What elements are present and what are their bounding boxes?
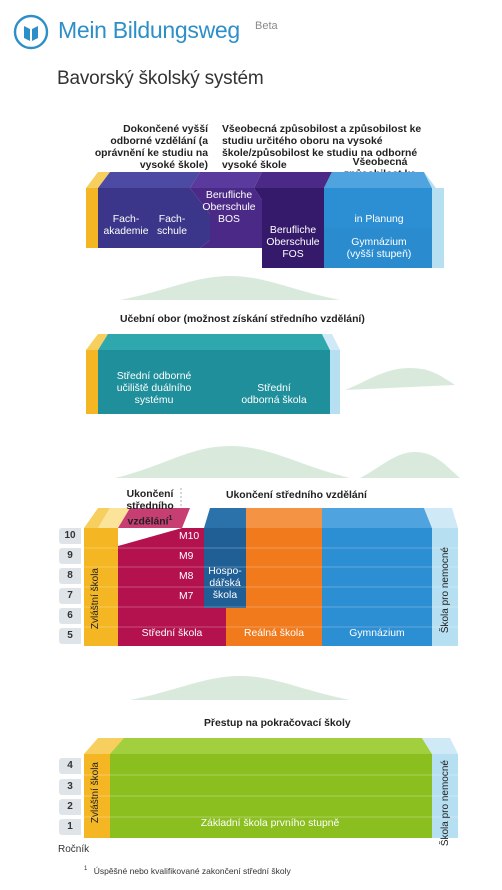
gymnazium-top <box>322 508 432 528</box>
realna-label[interactable]: Reálná škola <box>243 628 305 639</box>
primary-green-top <box>110 738 432 754</box>
secondary-label-left-text: Ukončení středního vzdělání <box>126 489 174 528</box>
vocational-label: Učební obor (možnost získání středního v… <box>120 314 365 325</box>
footnote: 1 Úspěšné nebo kvalifikované zakončení s… <box>84 866 291 876</box>
tertiary-label-left: Dokončené vyšší odborné vzdělání (a oprá… <box>94 124 208 171</box>
primary-grade-1: 1 <box>59 819 81 835</box>
gymnazium-upper-front <box>324 228 432 268</box>
gymnazium-upper-label[interactable]: Gymnázium (vyšší stupeň) <box>346 237 412 260</box>
primary-grade-3: 3 <box>59 779 81 795</box>
fos-label[interactable]: Berufliche Oberschule FOS <box>266 225 320 260</box>
primary-light-top <box>422 738 458 754</box>
m10-label: M10 <box>179 531 200 542</box>
secondary-yellow-top <box>84 508 110 528</box>
gymnazium-label[interactable]: Gymnázium <box>349 628 405 639</box>
rocnik-label: Ročník <box>58 844 90 855</box>
vocational-light-top <box>322 334 340 350</box>
app-title[interactable]: Mein Bildungsweg <box>58 17 240 43</box>
book-circle-icon <box>13 14 49 50</box>
tertiary-label-center: Všeobecná způsobilost a způsobilost ke s… <box>222 124 422 171</box>
vocational-yellow-top <box>86 334 108 350</box>
grade-5: 5 <box>59 628 81 644</box>
fos-front <box>254 188 324 268</box>
in-planung-label: in Planung <box>354 214 404 225</box>
special-school-top <box>98 508 130 528</box>
footnote-text: Úspěšné nebo kvalifikované zakončení stř… <box>93 866 291 876</box>
vocational-front <box>98 350 330 414</box>
mound-4 <box>360 452 460 478</box>
primary-special-school-label[interactable]: Zvláštní škola <box>90 762 101 824</box>
grade-10: 10 <box>59 528 81 544</box>
mound-1 <box>120 276 340 300</box>
stredni-top <box>118 508 190 528</box>
realna-front-upper <box>246 528 322 608</box>
special-school-label[interactable]: Zvláštní škola <box>90 568 101 630</box>
grade-6: 6 <box>59 608 81 624</box>
special-school-front <box>84 528 118 646</box>
tertiary-light-front <box>432 188 444 268</box>
page-title: Bavorský školský systém <box>57 68 264 89</box>
primary-block <box>84 738 458 838</box>
grade-7: 7 <box>59 588 81 604</box>
m8-label: M8 <box>179 571 194 582</box>
footnote-number: 1 <box>84 866 88 873</box>
vocational-block <box>86 334 340 414</box>
bos-label[interactable]: Berufliche Oberschule BOS <box>202 190 256 225</box>
bos-top <box>190 172 262 188</box>
primary-yellow-front <box>84 754 110 838</box>
basic-school-label[interactable]: Základní škola prvního stupně <box>200 818 340 829</box>
fachschule-label[interactable]: Fach- schule <box>156 214 188 237</box>
secondary-label-left: Ukončení středního vzdělání1 <box>118 489 182 528</box>
realna-front <box>226 608 322 646</box>
tertiary-yellow-front <box>86 188 98 248</box>
footnote-mark: 1 <box>168 515 173 522</box>
vocational-light-front <box>330 350 340 414</box>
fachakademie-label[interactable]: Fach- akademie <box>103 214 149 237</box>
secondary-light-front <box>432 528 458 646</box>
tertiary-yellow-top <box>86 172 110 188</box>
primary-grade-2: 2 <box>59 799 81 815</box>
mound-3 <box>115 446 350 478</box>
fachakademie-top <box>98 172 200 188</box>
stredni-front <box>118 528 226 646</box>
vocational-yellow-front <box>86 350 98 414</box>
m9-label: M9 <box>179 551 194 562</box>
secondary-label-right: Ukončení středního vzdělání <box>226 490 367 501</box>
primary-light-front <box>432 754 458 838</box>
hospital-school-label[interactable]: Škola pro nemocné <box>440 547 451 634</box>
primary-grade-4: 4 <box>59 758 81 774</box>
grade-8: 8 <box>59 568 81 584</box>
planung-front <box>324 188 432 228</box>
vocational-dual-label[interactable]: Střední odborné učiliště duálního systém… <box>116 371 192 406</box>
fos-top <box>254 172 332 188</box>
primary-green-front <box>110 754 432 838</box>
mound-2 <box>345 368 455 390</box>
gymnazium-front <box>322 528 432 646</box>
secondary-block <box>84 488 458 646</box>
realna-top <box>246 508 322 528</box>
logo[interactable] <box>13 14 49 50</box>
vocational-school-label[interactable]: Střední odborná škola <box>241 383 307 406</box>
mound-5 <box>130 676 350 700</box>
beta-label: Beta <box>255 20 278 32</box>
primary-label: Přestup na pokračovací školy <box>204 718 351 729</box>
stredni-label[interactable]: Střední škola <box>141 628 203 639</box>
planung-top <box>324 172 432 188</box>
primary-hospital-school-label[interactable]: Škola pro nemocné <box>440 760 451 847</box>
secondary-light-top <box>424 508 458 528</box>
vocational-top <box>98 334 330 350</box>
tertiary-block <box>86 172 444 268</box>
m7-label: M7 <box>179 591 194 602</box>
grade-9: 9 <box>59 548 81 564</box>
hospodarska-top <box>204 508 246 528</box>
fachakademie-front <box>98 188 210 248</box>
hospodarska-front <box>204 528 246 608</box>
hospodarska-label[interactable]: Hospo- dářská škola <box>208 566 242 601</box>
bos-front <box>190 188 262 248</box>
